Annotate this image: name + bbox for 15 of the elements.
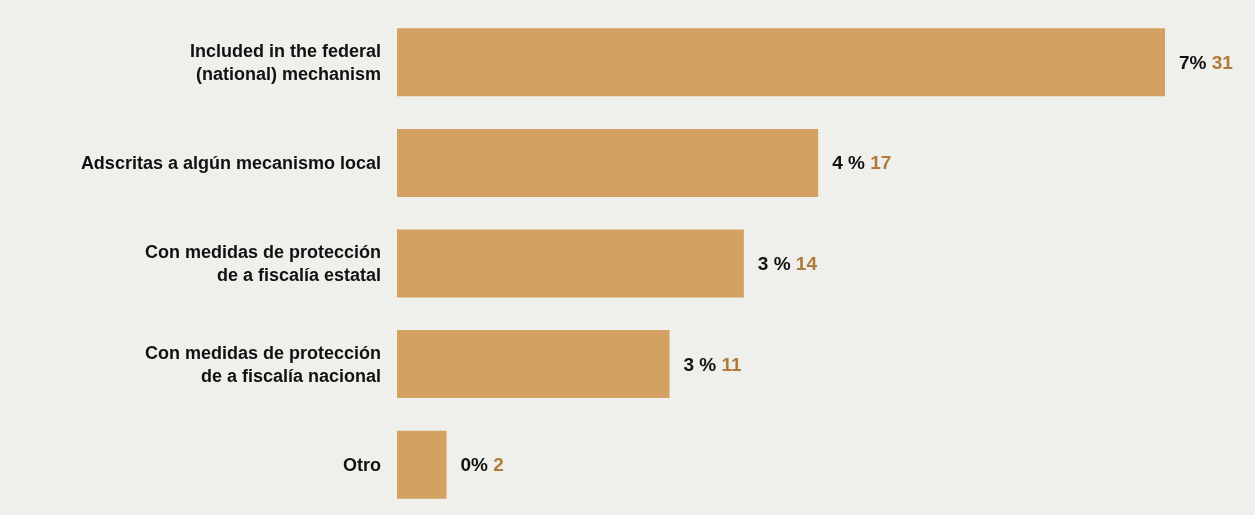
bar xyxy=(397,430,447,499)
y-tick-label: Included in the federal (national) mechanism xyxy=(189,40,381,84)
y-tick-label: Con medidas de protección de a fiscalía nacional xyxy=(144,342,381,386)
bar xyxy=(397,28,1165,97)
bar xyxy=(397,330,670,399)
y-tick-label: Adscritas a algún mecanismo local xyxy=(80,152,381,173)
data-label: 3 % 14 xyxy=(757,253,818,274)
y-tick-label: Con medidas de protección de a fiscalía estatal xyxy=(144,242,381,285)
bar xyxy=(397,229,744,298)
data-label: 0% 2 xyxy=(460,454,504,476)
data-label: 3 % 11 xyxy=(683,353,743,375)
data-label: 4 % 17 xyxy=(832,152,892,174)
y-tick-label: Otro xyxy=(343,454,381,475)
data-label: 7% 31 xyxy=(1179,51,1234,73)
bar xyxy=(397,128,819,197)
